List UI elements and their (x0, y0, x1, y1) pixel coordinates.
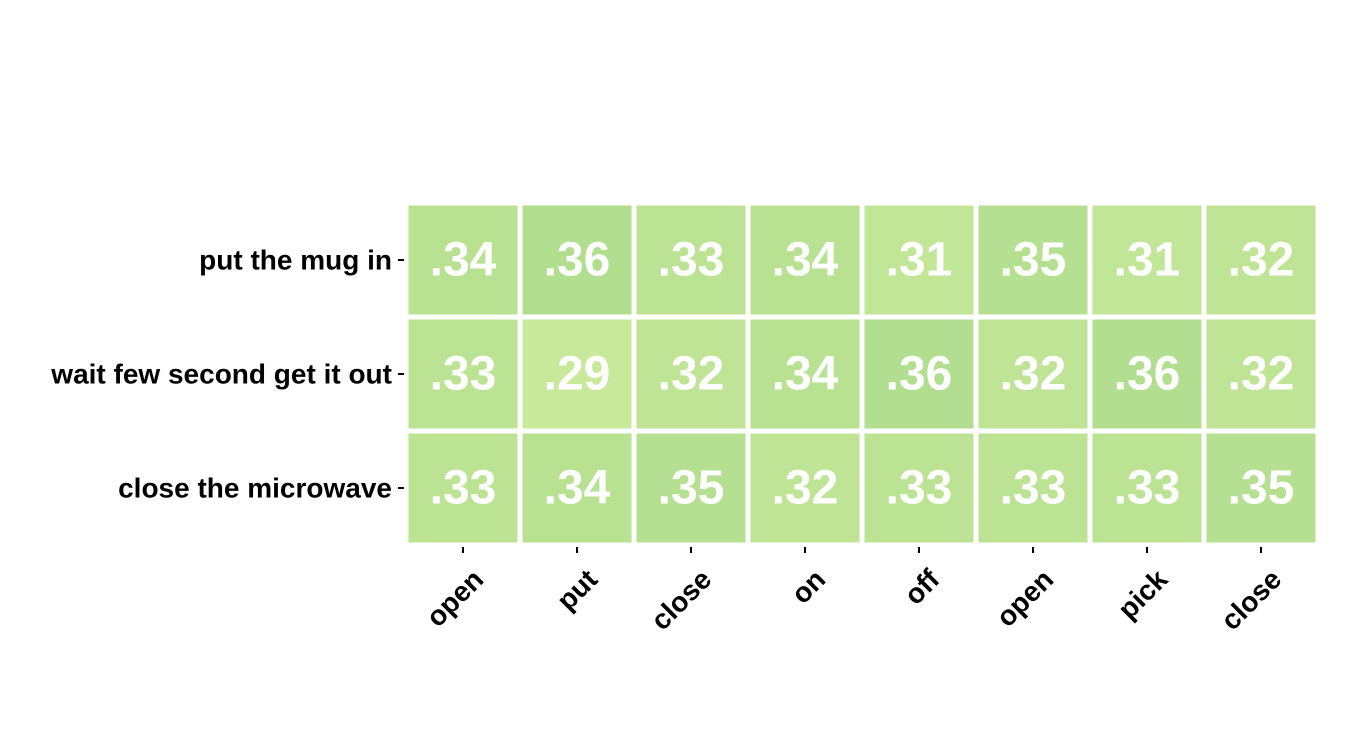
heatmap-cell (750, 205, 860, 315)
cell-value-label: .34 (430, 234, 497, 287)
heatmap-cell (864, 205, 974, 315)
heatmap-cell (750, 319, 860, 429)
cell-value-label: .35 (658, 462, 725, 515)
cell-value-label: .31 (886, 234, 953, 287)
heatmap-cell (864, 319, 974, 429)
heatmap-cell (1092, 433, 1202, 543)
cell-value-label: .33 (1114, 462, 1181, 515)
cell-value-label: .33 (658, 234, 725, 287)
column-label: pick (1112, 563, 1174, 625)
cell-value-label: .33 (430, 348, 497, 401)
column-label: close (1215, 563, 1288, 636)
heatmap-cell (636, 433, 746, 543)
column-label: on (785, 563, 831, 609)
heatmap-cell (978, 433, 1088, 543)
cell-value-label: .33 (886, 462, 953, 515)
row-label: close the microwave (118, 473, 392, 504)
heatmap-cell (750, 433, 860, 543)
heatmap-cell (522, 319, 632, 429)
heatmap-cell (1092, 205, 1202, 315)
cell-value-label: .33 (1000, 462, 1067, 515)
cell-value-label: .29 (544, 348, 611, 401)
column-label: open (420, 563, 489, 632)
heatmap-cell (408, 205, 518, 315)
cell-value-label: .36 (544, 234, 611, 287)
heatmap-cell (978, 319, 1088, 429)
cell-value-label: .36 (1114, 348, 1181, 401)
cell-value-label: .32 (1228, 348, 1295, 401)
cell-value-label: .32 (1228, 234, 1295, 287)
column-label: close (645, 563, 718, 636)
column-label: open (990, 563, 1059, 632)
heatmap-cell (1206, 205, 1316, 315)
cell-value-label: .32 (658, 348, 725, 401)
cell-value-label: .34 (544, 462, 611, 515)
heatmap-cell (522, 433, 632, 543)
heatmap-cell (522, 205, 632, 315)
cell-value-label: .32 (772, 462, 839, 515)
cell-value-label: .35 (1000, 234, 1067, 287)
heatmap-cell (636, 319, 746, 429)
heatmap-cell (1206, 319, 1316, 429)
heatmap-cell (864, 433, 974, 543)
heatmap-cell (408, 433, 518, 543)
heatmap-cell (1206, 433, 1316, 543)
cell-value-label: .34 (772, 348, 839, 401)
heatmap-cell (978, 205, 1088, 315)
cell-value-label: .31 (1114, 234, 1181, 287)
row-label: wait few second get it out (50, 359, 392, 390)
row-label: put the mug in (199, 245, 392, 276)
cell-value-label: .35 (1228, 462, 1295, 515)
column-label: off (898, 563, 946, 611)
cell-value-label: .33 (430, 462, 497, 515)
heatmap-cell (408, 319, 518, 429)
cell-value-label: .34 (772, 234, 839, 287)
cell-value-label: .32 (1000, 348, 1067, 401)
cell-value-label: .36 (886, 348, 953, 401)
heatmap-cell (1092, 319, 1202, 429)
column-label: put (551, 563, 604, 616)
heatmap-cell (636, 205, 746, 315)
